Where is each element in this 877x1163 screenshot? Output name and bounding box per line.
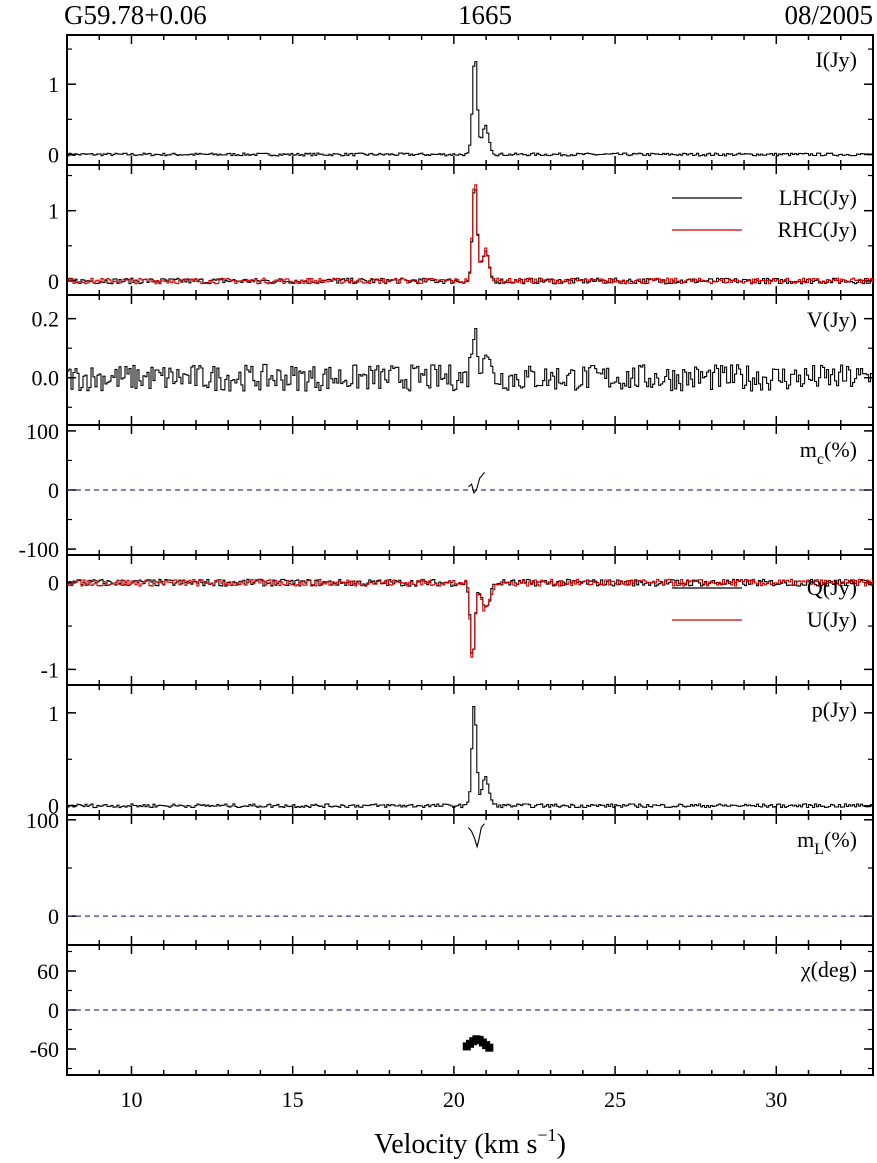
x-axis: 10 15 20 25 30 xyxy=(120,1087,787,1112)
panel-LR: 0 1 LHC(Jy) RHC(Jy) xyxy=(48,164,874,296)
legend-label: Q(Jy) xyxy=(807,575,857,600)
y-tick-label: 1 xyxy=(48,701,59,726)
x-tick-label: 15 xyxy=(282,1087,304,1112)
x-tick-label: 20 xyxy=(443,1087,465,1112)
panel-label: χ(deg) xyxy=(800,957,857,982)
legend-label: U(Jy) xyxy=(807,607,857,632)
y-tick-label: 0 xyxy=(48,142,59,167)
y-tick-label: 100 xyxy=(26,808,59,833)
panel-chi: -60 0 60 χ(deg) xyxy=(30,944,874,1076)
y-tick-label: 0.0 xyxy=(32,366,60,391)
panel-frame xyxy=(66,294,874,426)
panel-I: 0 1 I(Jy) xyxy=(48,34,874,167)
y-tick-label: 1 xyxy=(48,199,59,224)
panel-V: 0.0 0.2 V(Jy) xyxy=(32,294,874,426)
series-line xyxy=(67,184,873,285)
y-tick-label: 0 xyxy=(48,998,59,1023)
panel-label: I(Jy) xyxy=(815,47,857,72)
series-line xyxy=(67,327,873,392)
panel-p: 0 1 p(Jy) xyxy=(48,684,874,819)
x-tick-label: 30 xyxy=(765,1087,787,1112)
panel-frame xyxy=(66,814,874,946)
legend-label: LHC(Jy) xyxy=(779,185,857,210)
data-point xyxy=(485,1043,494,1052)
panel-frame xyxy=(66,164,874,296)
panel-label: V(Jy) xyxy=(807,307,857,332)
y-tick-label: 1 xyxy=(48,72,59,97)
y-tick-label: -60 xyxy=(30,1037,59,1062)
y-tick-label: -1 xyxy=(41,657,59,682)
header-source-name: G59.78+0.06 xyxy=(64,0,207,30)
panel-label: p(Jy) xyxy=(812,697,857,722)
y-tick-label: 0 xyxy=(48,794,59,819)
x-tick-label: 10 xyxy=(120,1087,142,1112)
y-tick-label: 0 xyxy=(48,904,59,929)
panel-mc: -100 0 100 mc(%) xyxy=(19,419,874,562)
y-tick-label: 0 xyxy=(48,571,59,596)
header-frequency: 1665 xyxy=(458,0,512,30)
series-line xyxy=(67,706,873,809)
series-line xyxy=(467,823,485,849)
y-tick-label: 0 xyxy=(48,269,59,294)
series-line xyxy=(468,471,485,495)
panel-label: mL(%) xyxy=(797,827,857,858)
series-line xyxy=(67,578,873,658)
y-tick-label: 0 xyxy=(48,478,59,503)
panel-mL: 0 100 mL(%) xyxy=(26,808,874,946)
y-tick-label: 100 xyxy=(26,419,59,444)
y-tick-label: 0.2 xyxy=(32,307,60,332)
x-tick-label: 25 xyxy=(604,1087,626,1112)
y-tick-label: 60 xyxy=(37,959,59,984)
panel-frame xyxy=(66,554,874,686)
series-line xyxy=(67,61,873,157)
header-date: 08/2005 xyxy=(784,0,873,30)
x-axis-title: Velocity (km s−1) xyxy=(374,1125,566,1160)
panel-QU: -1 0 Q(Jy) U(Jy) xyxy=(41,554,874,686)
y-tick-label: -100 xyxy=(19,537,59,562)
panel-label: mc(%) xyxy=(800,437,857,468)
panel-frame xyxy=(66,684,874,816)
legend-label: RHC(Jy) xyxy=(778,217,857,242)
